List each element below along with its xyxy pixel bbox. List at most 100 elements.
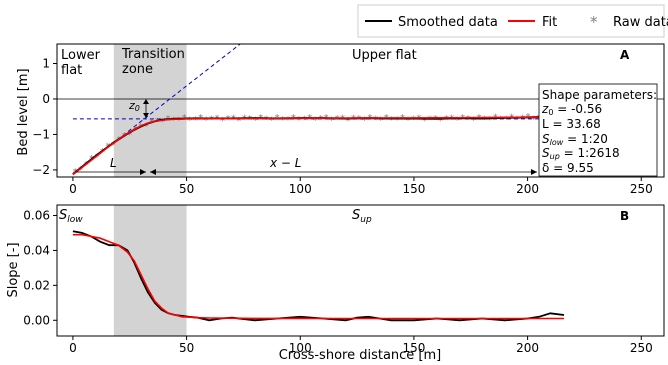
raw-data-point: * <box>193 115 198 126</box>
raw-data-point: * <box>155 117 160 128</box>
x-tick-label: 250 <box>630 341 653 355</box>
raw-data-point: * <box>78 165 83 176</box>
raw-data-point: * <box>160 117 165 128</box>
y-tick-label: −1 <box>32 127 50 141</box>
zone-label-transition-1: Transition <box>121 47 185 62</box>
ticks-a: 0 50 100 150 200 250 1 0 −1 −2 <box>32 57 652 196</box>
raw-data-point: * <box>504 114 509 125</box>
y-tick-label: −2 <box>32 163 50 177</box>
y-tick-label: 0.00 <box>23 313 50 327</box>
raw-data-point: * <box>204 116 209 127</box>
shape-parameters-frame <box>538 83 658 177</box>
raw-data-point: * <box>362 115 367 126</box>
sup-label: Sup <box>352 208 372 225</box>
raw-data-point: * <box>236 116 241 127</box>
x-tick-label: 100 <box>289 182 312 196</box>
raw-data-point: * <box>144 122 149 133</box>
raw-data-point: * <box>253 115 258 126</box>
axes-frame-a <box>56 43 665 178</box>
shape-parameters-title: Shape parameters: <box>542 88 657 102</box>
z0-label: z0 <box>128 99 140 113</box>
y-tick-label: 0.06 <box>23 208 50 222</box>
panel-a: * * ** * * * * * * * * * * * * * * * * * * * * * * * * * * * * * * * * * * * *… <box>16 43 665 196</box>
panel-label-a: A <box>620 48 630 62</box>
raw-data-point: * <box>100 147 105 158</box>
raw-data-point: * <box>220 116 225 127</box>
panel-b: 0 50 100 150 200 250 0.06 0.04 0.02 0.00 Slope [-… <box>6 204 665 363</box>
x-minus-l-arrow-head-right <box>531 169 537 175</box>
ticks-b: 0 50 100 150 200 250 0.06 0.04 0.02 0.00 <box>23 208 652 355</box>
x-axis-label: Cross-shore distance [m] <box>279 348 442 363</box>
raw-data-point: * <box>373 114 378 125</box>
raw-data-point: * <box>395 115 400 126</box>
raw-data-point: * <box>187 115 192 126</box>
param-sup: Sup = 1:2618 <box>542 146 620 161</box>
y-tick-label: 0 <box>42 92 50 106</box>
axes-frame-b <box>56 204 665 337</box>
y-axis-label-b: Slope [-] <box>6 242 21 297</box>
y-tick-label: 0.04 <box>23 243 50 257</box>
y-axis-label-a: Bed level [m] <box>16 68 31 155</box>
raw-data-point: * <box>487 115 492 126</box>
raw-data-point: * <box>515 115 520 126</box>
raw-data-point: * <box>345 116 350 127</box>
x-minus-l-label: x − L <box>269 156 301 170</box>
legend-smoothed-label: Smoothed data <box>398 15 498 30</box>
raw-data-point: * <box>389 115 394 126</box>
raw-data-point: * <box>176 116 181 127</box>
raw-data-point: * <box>427 115 432 126</box>
raw-data-point: * <box>422 116 427 127</box>
raw-data-point: * <box>498 115 503 126</box>
param-l: L = 33.68 <box>542 117 601 131</box>
fit-line-a <box>72 116 565 176</box>
raw-data-point: * <box>264 114 269 125</box>
z0-arrow-head-down <box>143 113 149 118</box>
z0-arrow-head-up <box>143 99 149 104</box>
legend-raw-swatch: * <box>590 13 598 31</box>
x-tick-label: 50 <box>179 182 194 196</box>
raw-data-point: * <box>95 152 100 163</box>
shape-parameters-box: Shape parameters: z0 = -0.56 L = 33.68 S… <box>538 83 658 177</box>
raw-data-point: * <box>111 140 116 151</box>
raw-data-point: * <box>378 115 383 126</box>
x-tick-label: 100 <box>289 341 312 355</box>
raw-data-point: * <box>455 116 460 127</box>
raw-data-point: * <box>280 115 285 126</box>
x-minus-l-arrow-head-left <box>150 169 156 175</box>
raw-data-point: * <box>406 115 411 126</box>
legend: Smoothed data Fit * Raw data <box>357 4 668 38</box>
l-label: L <box>110 156 117 170</box>
legend-raw-label: Raw data <box>613 15 668 30</box>
y-tick-label: 1 <box>42 57 50 71</box>
zone-label-upper: Upper flat <box>352 48 417 63</box>
y-tick-label: 0.02 <box>23 278 50 292</box>
param-z0: z0 = -0.56 <box>541 102 602 117</box>
raw-data-point: * <box>520 114 525 125</box>
raw-data-point: * <box>356 114 361 125</box>
raw-data-point: * <box>329 116 334 127</box>
raw-data-point: * <box>127 130 132 141</box>
raw-data-point: * <box>466 114 471 125</box>
slow-label: Slow <box>59 208 83 225</box>
raw-data-point: * <box>471 116 476 127</box>
raw-data-point: * <box>171 115 176 126</box>
x-tick-label: 0 <box>69 341 77 355</box>
x-tick-label: 200 <box>516 341 539 355</box>
raw-data-point: * <box>313 115 318 126</box>
legend-fit-label: Fit <box>542 15 557 30</box>
param-slow: Slow = 1:20 <box>542 132 608 147</box>
param-delta: δ = 9.55 <box>542 161 594 175</box>
raw-data-point: * <box>269 116 274 127</box>
fit-line-b <box>72 233 564 320</box>
x-tick-label: 200 <box>516 182 539 196</box>
x-tick-label: 150 <box>402 341 425 355</box>
x-tick-label: 150 <box>402 182 425 196</box>
zone-label-lower-1: Lower <box>61 48 101 63</box>
x-tick-label: 250 <box>630 182 653 196</box>
raw-data-point: * <box>438 116 443 127</box>
x-tick-label: 0 <box>69 182 77 196</box>
raw-data-point: * <box>296 115 301 126</box>
transition-zone-shade-b <box>113 205 187 336</box>
raw-data-point: * <box>302 115 307 126</box>
